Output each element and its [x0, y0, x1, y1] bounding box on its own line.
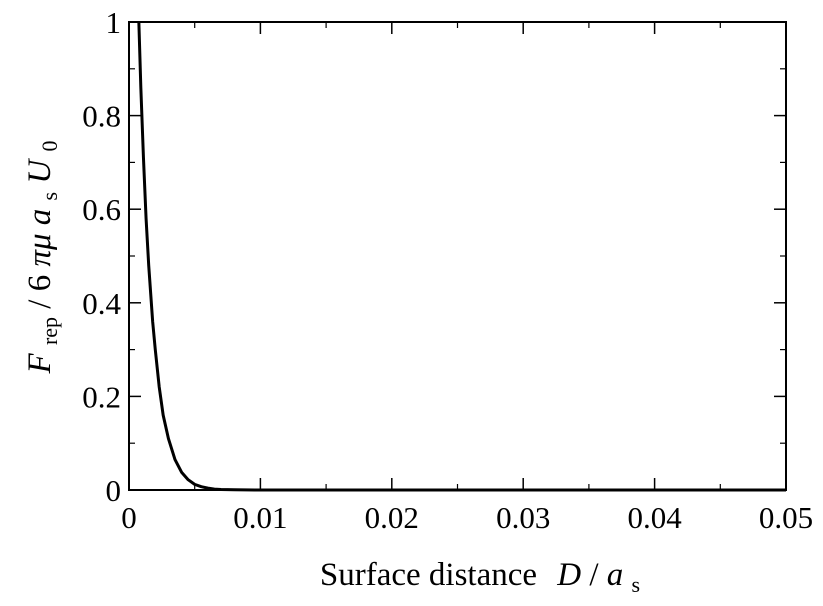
x-axis-title-text: Surface distance — [320, 557, 537, 593]
y-axis-title-var-sub: rep — [37, 317, 62, 345]
x-tick-label: 0.03 — [496, 500, 550, 535]
y-tick-label: 0.4 — [82, 286, 121, 321]
y-tick-label: 1 — [106, 5, 122, 40]
x-axis-title-sym: a — [607, 557, 624, 593]
x-tick-label: 0 — [121, 500, 137, 535]
y-tick-label: 0.2 — [82, 379, 121, 414]
x-axis-title-sub: s — [632, 572, 641, 597]
y-axis-title-vel: U — [22, 158, 58, 184]
series-layer — [139, 22, 786, 490]
x-tick-label: 0.05 — [759, 500, 813, 535]
y-axis-title-slash: / 6 — [22, 275, 58, 309]
tick-labels: 0 0.01 0.02 0.03 0.04 0.05 0 0.2 0.4 0.6 0.8 1 — [82, 5, 813, 535]
x-axis-title: Surface distance D / a s — [320, 557, 640, 597]
ticks — [129, 22, 786, 490]
y-axis-title-var: F — [22, 352, 58, 374]
y-tick-label: 0 — [106, 473, 122, 508]
series-line — [139, 22, 786, 490]
plot-frame — [129, 22, 786, 490]
y-axis-title: F rep / 6 πμ a s U 0 — [22, 141, 65, 375]
y-tick-label: 0.8 — [82, 99, 121, 134]
x-tick-label: 0.01 — [233, 500, 287, 535]
y-axis-title-vel-sub: 0 — [37, 141, 62, 152]
y-axis-title-sym-sub: s — [37, 192, 62, 201]
x-tick-label: 0.04 — [627, 500, 682, 535]
y-axis-title-sym: a — [22, 209, 58, 226]
x-axis-title-var: D — [556, 557, 581, 593]
x-axis-title-slash: / — [589, 557, 599, 593]
y-axis-title-greek: πμ — [22, 233, 58, 266]
y-tick-label: 0.6 — [82, 192, 121, 227]
x-tick-label: 0.02 — [365, 500, 419, 535]
